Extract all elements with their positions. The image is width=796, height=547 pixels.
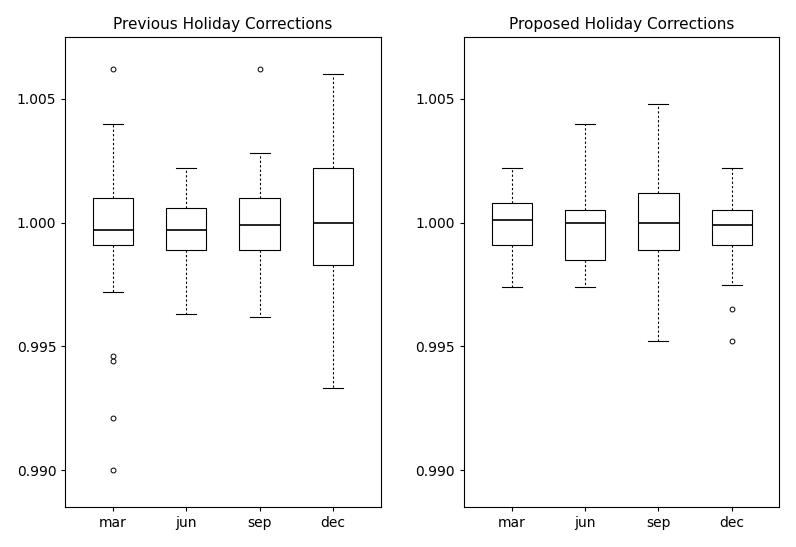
PathPatch shape	[93, 198, 133, 245]
PathPatch shape	[565, 210, 605, 260]
Title: Previous Holiday Corrections: Previous Holiday Corrections	[113, 16, 333, 32]
PathPatch shape	[712, 210, 752, 245]
PathPatch shape	[240, 198, 280, 250]
PathPatch shape	[638, 193, 678, 250]
Title: Proposed Holiday Corrections: Proposed Holiday Corrections	[509, 16, 735, 32]
PathPatch shape	[491, 203, 532, 245]
PathPatch shape	[313, 168, 353, 265]
PathPatch shape	[166, 208, 206, 250]
